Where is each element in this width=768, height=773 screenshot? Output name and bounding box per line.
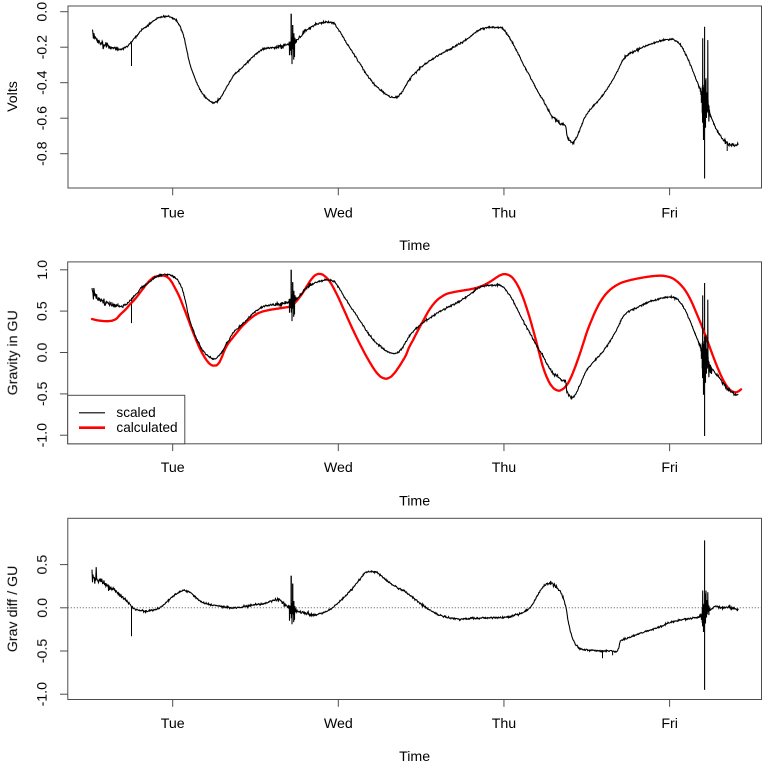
svg-text:Wed: Wed: [324, 206, 353, 222]
svg-text:-1.0: -1.0: [35, 423, 51, 448]
svg-text:Fri: Fri: [661, 460, 678, 476]
svg-text:0.0: 0.0: [35, 598, 51, 618]
svg-text:Fri: Fri: [661, 716, 678, 732]
svg-text:1.0: 1.0: [35, 260, 51, 280]
svg-text:Thu: Thu: [492, 206, 516, 222]
svg-text:Thu: Thu: [492, 460, 516, 476]
svg-text:Volts: Volts: [5, 81, 21, 112]
svg-text:0.5: 0.5: [35, 555, 51, 575]
svg-text:-0.5: -0.5: [35, 382, 51, 407]
svg-text:calculated: calculated: [116, 420, 177, 435]
svg-text:0.0: 0.0: [35, 343, 51, 363]
svg-text:Grav diff / GU: Grav diff / GU: [5, 566, 21, 652]
svg-text:Tue: Tue: [161, 460, 185, 476]
svg-text:0.0: 0.0: [35, 2, 51, 22]
svg-text:Time: Time: [399, 238, 430, 254]
svg-text:-0.8: -0.8: [35, 141, 51, 166]
svg-text:-0.4: -0.4: [35, 70, 51, 95]
svg-text:Time: Time: [399, 749, 430, 765]
svg-text:Wed: Wed: [324, 460, 353, 476]
svg-text:Gravity in GU: Gravity in GU: [5, 310, 21, 395]
svg-text:Time: Time: [399, 494, 430, 510]
svg-text:scaled: scaled: [116, 405, 155, 420]
svg-text:Wed: Wed: [324, 716, 353, 732]
svg-text:Fri: Fri: [661, 206, 678, 222]
svg-text:-0.6: -0.6: [35, 106, 51, 131]
svg-text:-0.2: -0.2: [35, 35, 51, 60]
svg-text:-1.0: -1.0: [35, 682, 51, 707]
svg-text:Thu: Thu: [492, 716, 516, 732]
svg-text:-0.5: -0.5: [35, 639, 51, 664]
svg-text:Tue: Tue: [161, 716, 185, 732]
svg-text:0.5: 0.5: [35, 301, 51, 321]
svg-text:Tue: Tue: [161, 206, 185, 222]
